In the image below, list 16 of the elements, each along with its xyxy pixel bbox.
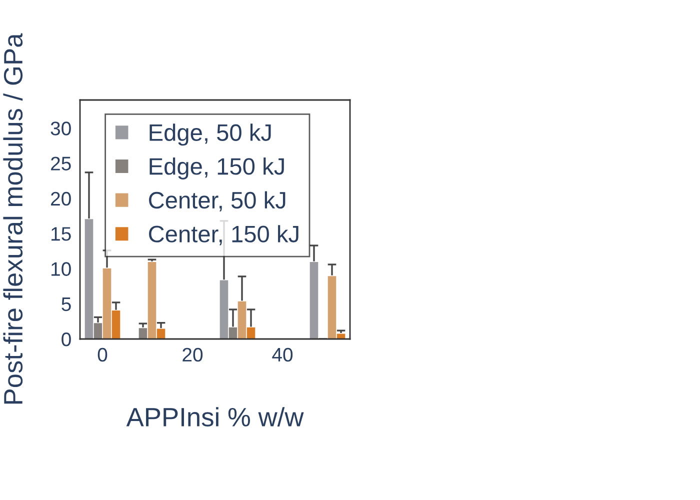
y-tick-label: 0 xyxy=(62,332,71,346)
y-axis-title: Post-fire flexural modulus / GPa xyxy=(3,33,23,404)
x-tick-label: 20 xyxy=(182,348,203,362)
legend-label: Edge, 50 kJ xyxy=(150,124,271,146)
x-tick-label: 40 xyxy=(272,348,293,362)
y-tick-label: 15 xyxy=(52,227,71,241)
legend-label: Center, 50 kJ xyxy=(149,191,286,212)
legend-label: Edge, 150 kJ xyxy=(150,157,284,180)
y-tick-label: 20 xyxy=(51,192,71,206)
y-tick-label: 30 xyxy=(50,122,71,136)
y-tick-label: 5 xyxy=(62,298,71,312)
y-tick-label: 25 xyxy=(51,156,71,170)
y-tick-label: 10 xyxy=(52,262,71,276)
x-axis-title: APPInsi % w/w xyxy=(126,407,304,427)
legend-label: Center, 150 kJ xyxy=(149,225,298,246)
x-tick-label: 0 xyxy=(98,348,108,362)
